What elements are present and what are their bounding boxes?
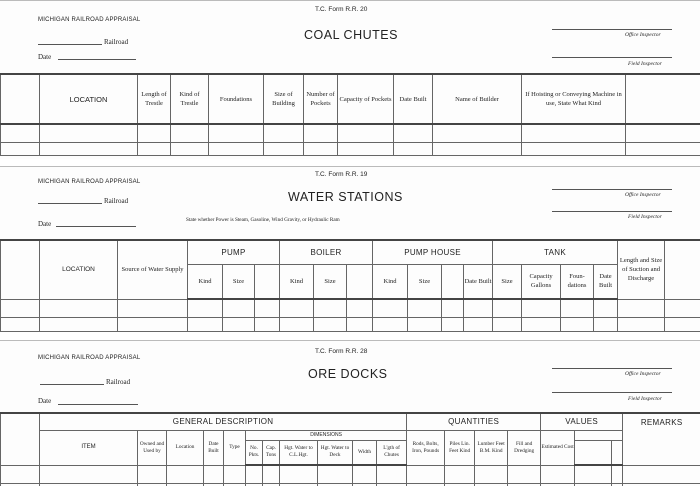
col-length-chutes: L'gth of Chutes (375, 439, 408, 466)
form-title: WATER STATIONS (288, 190, 403, 204)
header-row: GENERAL DESCRIPTION QUANTITIES VALUES RE… (0, 412, 700, 466)
group-general-description: GENERAL DESCRIPTION (38, 412, 408, 431)
col-boiler-size: Size (313, 263, 348, 300)
col-length-trestle: Length of Trestle (137, 73, 171, 125)
field-inspector-label: Field Inspector (628, 214, 662, 220)
form-title: ORE DOCKS (308, 367, 388, 381)
col-kind-trestle: Kind of Trestle (170, 73, 209, 125)
col-foundations: Foundations (208, 73, 264, 125)
col-tank-capacity: Capacity Gallons (521, 263, 562, 300)
office-inspector-label: Office Inspector (625, 192, 661, 198)
col-house-date-built: Date Built (463, 263, 494, 300)
table-row (0, 464, 700, 484)
date-label: Date (38, 53, 52, 61)
col-size-building: Size of Building (263, 73, 304, 125)
field-inspector-label: Field Inspector (628, 61, 662, 67)
col-lumber: Lumber Feet B.M. Kind (474, 429, 509, 466)
col-boiler-kind: Kind (279, 263, 315, 300)
group-dimensions: DIMENSIONS (244, 429, 408, 441)
ore-docks-table: GENERAL DESCRIPTION QUANTITIES VALUES RE… (0, 412, 700, 486)
col-hgt-water-deck: Hgt. Water to Deck (317, 439, 353, 466)
coal-chutes-form: MICHIGAN RAILROAD APPRAISAL T.C. Form R.… (0, 0, 700, 159)
subheader-row-2: No. Pkts. Cap. Tons Hgt. Water to C.L.Hg… (1, 439, 700, 466)
col-capacity-pockets: Capacity of Pockets (337, 73, 394, 125)
col-location: Location (166, 429, 204, 466)
col-source-water: Source of Water Supply (117, 239, 188, 300)
coal-chutes-table: LOCATION Length of Trestle Kind of Trest… (0, 73, 700, 156)
water-stations-table: LOCATION Source of Water Supply PUMP BOI… (0, 239, 700, 332)
col-number-pockets: Number of Pockets (303, 73, 338, 125)
col-pump-size: Size (222, 263, 255, 300)
col-owned-used-by: Owned and Used by (137, 429, 167, 466)
col-tank-foundations: Foun- dations (560, 263, 595, 300)
col-type: Type (223, 429, 246, 466)
subheader-row: Kind Size Kind Size Kind Size Date Built… (1, 263, 700, 300)
agency-label: MICHIGAN RAILROAD APPRAISAL (38, 355, 141, 361)
group-tank: TANK (492, 239, 619, 265)
group-quantities: QUANTITIES (406, 412, 542, 431)
railroad-label: Railroad (106, 378, 131, 386)
railroad-label: Railroad (104, 38, 129, 46)
date-label: Date (38, 220, 52, 228)
col-hoisting-machine: If Hoisting or Conveying Machine in use,… (521, 73, 626, 125)
col-fill-dredging: Fill and Dredging (507, 429, 542, 466)
ore-docks-form: MICHIGAN RAILROAD APPRAISAL T.C. Form R.… (0, 340, 700, 486)
col-pump-kind: Kind (187, 263, 223, 300)
header-row: LOCATION Length of Trestle Kind of Trest… (0, 73, 700, 125)
col-hgt-water-cl: Hgt. Water to C.L.Hgt. (279, 439, 318, 466)
col-date-built: Date Built (203, 429, 224, 466)
col-no-pkts: No. Pkts. (245, 439, 263, 466)
group-remarks: REMARKS (622, 412, 700, 466)
col-suction-discharge: Length and Size of Suction and Discharge (617, 239, 666, 300)
col-date-built: Date Built (393, 73, 433, 125)
col-width: Width (352, 439, 377, 466)
col-cap-tons: Cap. Tons (262, 439, 280, 466)
col-name-builder: Name of Builder (432, 73, 522, 125)
col-location: LOCATION (39, 239, 118, 300)
col-estimated-cost: Estimated Cost (540, 429, 576, 466)
table-row (0, 123, 700, 143)
col-house-kind: Kind (372, 263, 409, 300)
group-boiler: BOILER (279, 239, 374, 265)
col-tank-date-built: Date Built (593, 263, 619, 300)
date-label: Date (38, 397, 52, 405)
water-stations-form: MICHIGAN RAILROAD APPRAISAL T.C. Form R.… (0, 166, 700, 332)
office-inspector-label: Office Inspector (625, 32, 661, 38)
table-row (0, 141, 700, 156)
group-values: VALUES (540, 412, 624, 431)
col-item: ITEM (39, 429, 138, 466)
power-note: State whether Power is Steam, Gasoline, … (186, 217, 340, 223)
col-rods-bolts-iron: Rods, Bolts, Iron, Pounds (406, 429, 446, 466)
subheader-row: ITEM Owned and Used by Location Date Bui… (1, 429, 700, 466)
col-location: LOCATION (39, 73, 138, 125)
form-title: COAL CHUTES (304, 28, 398, 42)
railroad-label: Railroad (104, 197, 129, 205)
agency-label: MICHIGAN RAILROAD APPRAISAL (38, 179, 141, 185)
agency-label: MICHIGAN RAILROAD APPRAISAL (38, 17, 141, 23)
office-inspector-label: Office Inspector (625, 371, 661, 377)
field-inspector-label: Field Inspector (628, 396, 662, 402)
form-number: T.C. Form R.R. 28 (315, 348, 368, 355)
header-row: LOCATION Source of Water Supply PUMP BOI… (0, 239, 700, 300)
table-row (0, 482, 700, 486)
col-house-size: Size (407, 263, 443, 300)
form-number: T.C. Form R.R. 20 (315, 6, 368, 13)
form-number: T.C. Form R.R. 19 (315, 171, 368, 178)
group-pump-house: PUMP HOUSE (372, 239, 494, 265)
table-row (0, 298, 700, 318)
col-tank-size: Size (492, 263, 523, 300)
col-piles: Piles Lin. Feet Kind (444, 429, 476, 466)
group-pump: PUMP (186, 239, 281, 265)
table-row (0, 316, 700, 332)
